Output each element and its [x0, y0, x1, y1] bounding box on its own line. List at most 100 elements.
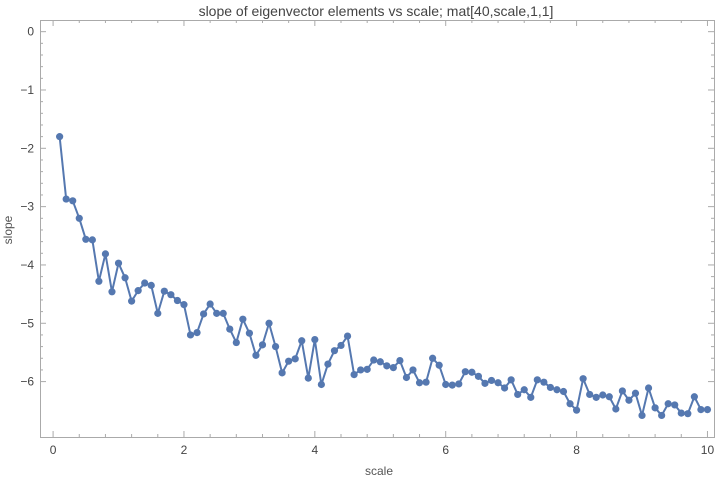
data-point — [350, 371, 358, 379]
data-point — [579, 375, 587, 383]
data-point — [703, 405, 712, 414]
data-point — [311, 336, 319, 344]
data-point — [285, 357, 293, 365]
data-point — [572, 406, 581, 414]
data-point — [193, 329, 201, 337]
data-point — [644, 384, 653, 392]
data-point — [638, 411, 646, 420]
data-point — [108, 288, 116, 296]
data-point — [101, 250, 110, 258]
data-point — [527, 393, 535, 401]
data-point — [625, 396, 633, 404]
data-point — [265, 319, 273, 327]
data-point — [343, 332, 352, 340]
data-point — [520, 386, 528, 394]
data-point — [409, 366, 417, 374]
data-point — [199, 310, 208, 318]
data-point — [389, 364, 397, 372]
data-point — [474, 372, 483, 380]
data-point — [232, 338, 240, 347]
data-point — [429, 354, 437, 362]
data-point — [514, 390, 522, 399]
x-tick-label: 8 — [573, 443, 580, 457]
data-point — [95, 277, 103, 285]
data-point — [507, 376, 515, 384]
data-point — [494, 379, 502, 387]
x-axis-label: scale — [365, 464, 393, 478]
y-tick-label: −4 — [20, 258, 34, 272]
data-point — [239, 315, 247, 323]
data-point — [566, 400, 574, 408]
x-tick-label: 6 — [442, 443, 449, 457]
data-point — [291, 355, 299, 363]
data-point — [402, 373, 411, 382]
data-point — [586, 390, 594, 399]
data-point — [167, 291, 175, 299]
data-point — [141, 279, 149, 287]
data-point — [128, 297, 136, 305]
data-point — [605, 393, 613, 401]
data-point — [75, 214, 83, 222]
data-point — [376, 358, 384, 366]
data-point — [383, 362, 391, 370]
data-point — [487, 376, 496, 385]
data-point — [114, 259, 123, 267]
data-point — [559, 387, 568, 396]
data-point — [422, 378, 430, 386]
y-tick-label: −3 — [20, 200, 34, 214]
data-point — [304, 374, 312, 382]
data-point — [252, 351, 260, 359]
data-point — [697, 405, 705, 414]
data-point — [658, 411, 666, 420]
data-point — [134, 287, 142, 295]
data-point — [599, 391, 607, 399]
data-point — [271, 343, 280, 351]
x-axis: 0 2 4 6 8 10 — [50, 20, 714, 457]
data-point — [612, 405, 620, 413]
data-point — [82, 235, 90, 243]
data-point — [245, 329, 253, 337]
data-point — [121, 274, 129, 282]
data-point — [363, 365, 371, 373]
data-point — [455, 380, 463, 388]
y-tick-label: −5 — [20, 316, 34, 330]
data-point — [160, 287, 168, 295]
data-point — [664, 400, 672, 408]
data-point — [631, 389, 640, 397]
data-point — [677, 409, 685, 417]
y-axis-label: slope — [1, 215, 15, 244]
data-point — [206, 300, 214, 308]
data-point — [186, 331, 195, 339]
data-point — [62, 195, 70, 203]
data-point — [258, 341, 267, 349]
data-point — [481, 379, 489, 387]
data-point — [435, 361, 443, 369]
data-point — [415, 379, 424, 387]
data-point — [88, 236, 96, 244]
data-point — [278, 369, 286, 377]
data-point — [461, 368, 469, 376]
data-point — [56, 133, 64, 141]
data-point — [330, 347, 339, 355]
data-point — [533, 376, 541, 384]
data-point — [448, 381, 456, 389]
data-point — [357, 366, 365, 374]
y-tick-label: 0 — [27, 25, 34, 39]
data-point — [213, 309, 221, 317]
data-point — [317, 380, 325, 389]
x-tick-label: 2 — [181, 443, 188, 457]
data-point — [501, 384, 509, 392]
data-point — [592, 393, 600, 401]
data-point — [69, 197, 77, 205]
plot-frame — [40, 20, 715, 438]
data-point — [298, 337, 306, 345]
chart-title: slope of eigenvector elements vs scale; … — [199, 3, 554, 19]
data-point — [226, 325, 234, 333]
x-tick-label: 0 — [50, 443, 57, 457]
data-point — [337, 341, 345, 350]
data-point — [553, 386, 561, 394]
y-tick-label: −1 — [20, 83, 34, 97]
data-point — [468, 368, 476, 376]
data-point — [324, 360, 332, 368]
